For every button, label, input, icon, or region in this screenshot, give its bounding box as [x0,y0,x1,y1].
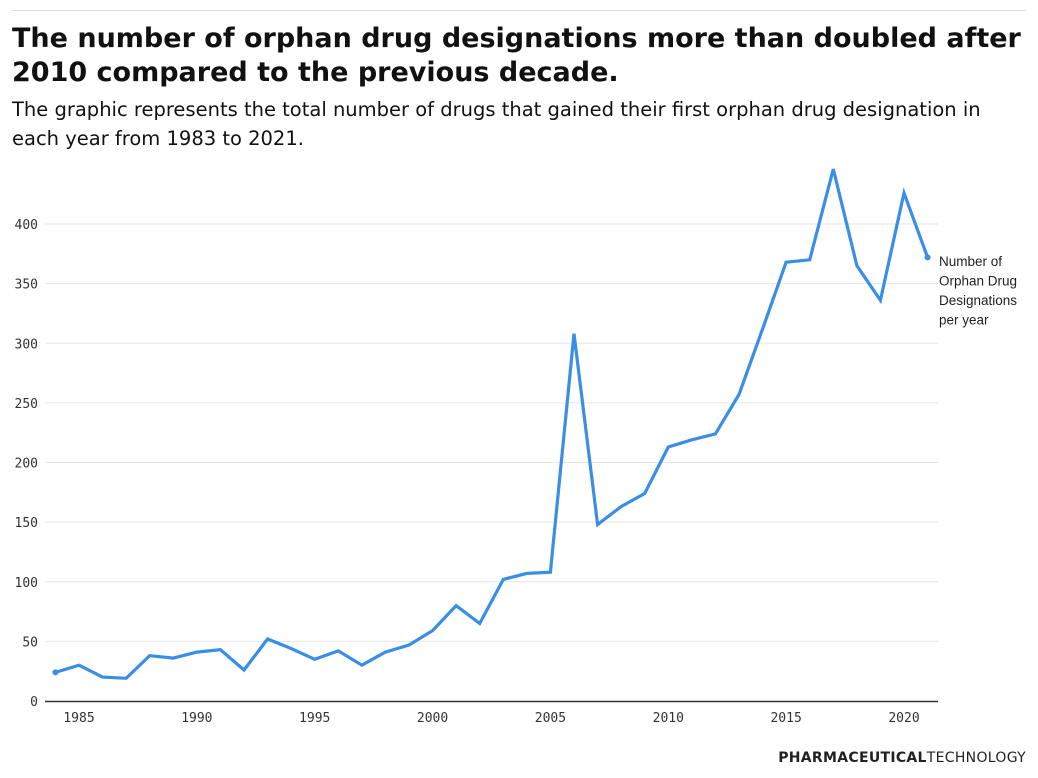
series-label: Designations [939,293,1017,308]
series-label: per year [939,313,989,328]
data-point [52,669,59,676]
x-tick-label: 1995 [299,711,330,726]
y-tick-label: 250 [15,397,38,412]
top-rule [12,10,1026,11]
x-tick-label: 2000 [417,711,448,726]
series-label: Orphan Drug [939,274,1017,289]
y-tick-label: 150 [15,516,38,531]
logo-part2: TECHNOLOGY [926,750,1026,766]
data-point [924,254,931,261]
x-tick-label: 1990 [181,711,212,726]
x-tick-label: 1985 [63,711,94,726]
y-tick-label: 350 [15,278,38,293]
y-tick-label: 0 [30,695,38,710]
chart-subtitle: The graphic represents the total number … [12,98,981,150]
series-label: Number of [939,254,1002,269]
logo-part1: PHARMACEUTICAL [778,750,927,766]
x-tick-label: 2020 [888,711,919,726]
brand-logo: PHARMACEUTICALTECHNOLOGY [778,750,1026,766]
y-tick-label: 200 [15,457,38,472]
series-line [54,168,930,680]
y-tick-label: 100 [15,576,38,591]
x-tick-label: 2005 [535,711,566,726]
chart-title: The number of orphan drug designations m… [12,23,1021,88]
y-tick-label: 50 [22,635,38,650]
x-tick-label: 2010 [653,711,684,726]
x-tick-label: 2015 [770,711,801,726]
y-tick-label: 300 [15,337,38,352]
y-tick-label: 400 [15,218,38,233]
